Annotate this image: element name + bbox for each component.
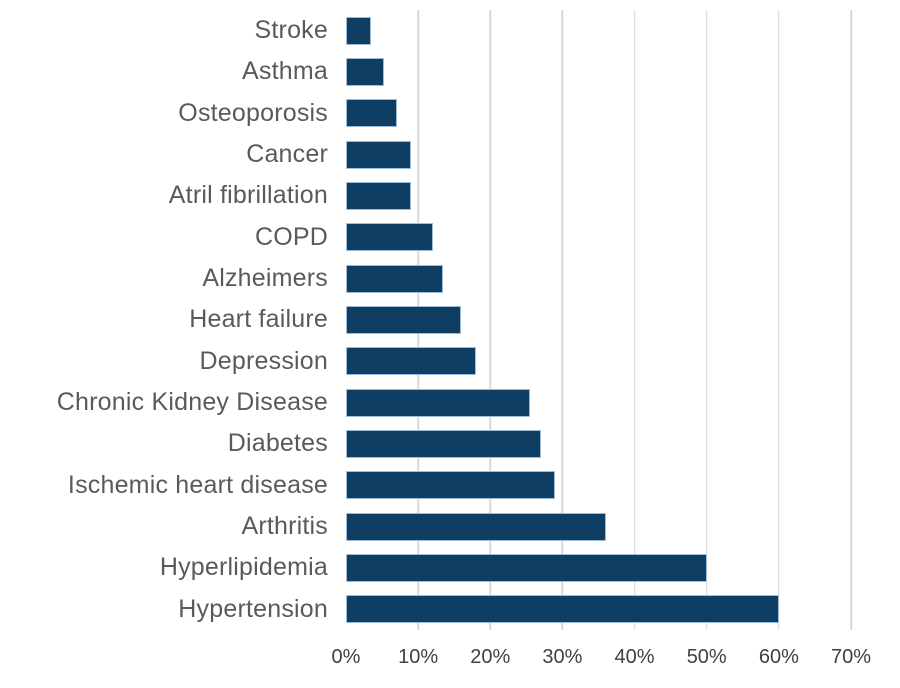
x-tick-label: 10%	[398, 646, 439, 668]
bar-rows	[346, 10, 851, 630]
category-label: Asthma	[242, 57, 328, 86]
gridline	[850, 10, 852, 630]
bar-row	[346, 51, 851, 92]
gridline	[561, 10, 564, 630]
bar-asthma	[346, 57, 385, 86]
bar-row	[346, 134, 851, 175]
bar-hypertension	[346, 595, 779, 624]
bar-ischemic-heart-disease	[346, 471, 556, 500]
category-label: Alzheimers	[202, 264, 328, 293]
bar-row	[346, 506, 851, 547]
bar-depression	[346, 347, 476, 376]
bar-row	[346, 10, 851, 51]
x-tick-label: 20%	[470, 646, 511, 668]
category-axis: Stroke Asthma Osteoporosis Cancer Atril fibr…	[0, 10, 346, 630]
x-tick-label: 60%	[758, 646, 799, 668]
bar-diabetes	[346, 429, 541, 458]
plot-area	[346, 10, 852, 630]
bar-row	[346, 217, 851, 258]
bar-row	[346, 547, 851, 588]
gridline	[633, 10, 636, 630]
gridline	[705, 10, 708, 630]
category-label: Stroke	[254, 16, 328, 45]
category-label: Depression	[199, 346, 328, 375]
category-label: Hypertension	[178, 594, 328, 623]
bar-row	[346, 382, 851, 423]
bar-row	[346, 258, 851, 299]
x-tick-label: 70%	[830, 646, 872, 668]
bar-row	[346, 423, 851, 464]
category-label: Cancer	[246, 140, 328, 169]
gridline	[489, 10, 492, 630]
bar-cancer	[346, 140, 411, 169]
bar-chronic-kidney-disease	[346, 388, 530, 417]
bar-stroke	[346, 16, 371, 45]
bar-atril-fibrillation	[346, 181, 411, 210]
category-label: COPD	[254, 222, 328, 251]
x-tick-label: 50%	[686, 646, 727, 668]
x-tick-label: 0%	[331, 646, 361, 668]
category-label: Ischemic heart disease	[67, 470, 328, 499]
x-tick-label: 40%	[614, 646, 655, 668]
bar-row	[346, 465, 851, 506]
category-label: Hyperlipidemia	[159, 553, 328, 582]
gridline	[778, 10, 780, 630]
category-label: Heart failure	[189, 305, 328, 334]
bar-heart-failure	[346, 305, 462, 334]
bar-row	[346, 589, 851, 630]
bar-osteoporosis	[346, 99, 397, 128]
bar-alzheimers	[346, 264, 444, 293]
bar-row	[346, 93, 851, 134]
category-label: Chronic Kidney Disease	[56, 388, 328, 417]
bar-hyperlipidemia	[346, 553, 707, 582]
bar-row	[346, 299, 851, 340]
category-label: Diabetes	[227, 429, 328, 458]
x-axis: 0% 10% 20% 30% 40% 50% 60% 70%	[332, 646, 871, 678]
category-label: Atril fibrillation	[168, 181, 328, 210]
category-label: Arthritis	[241, 512, 328, 541]
bar-arthritis	[346, 512, 606, 541]
bar-row	[346, 175, 851, 216]
bar-row	[346, 341, 851, 382]
category-label: Osteoporosis	[178, 98, 328, 127]
x-tick-label: 30%	[542, 646, 583, 668]
bar-copd	[346, 223, 433, 252]
